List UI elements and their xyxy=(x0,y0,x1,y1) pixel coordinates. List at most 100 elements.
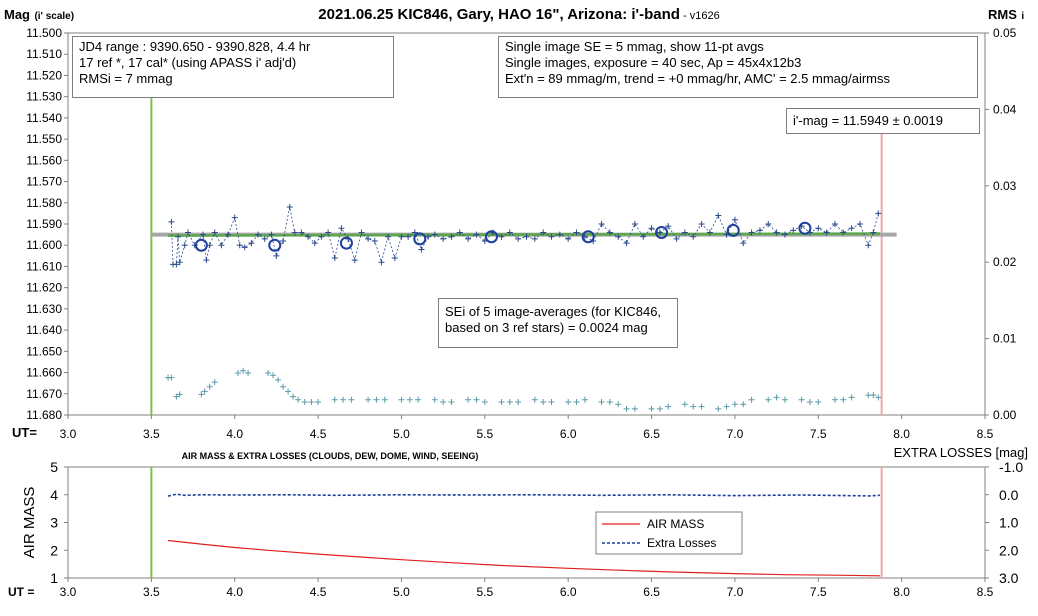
x-tick-label: 7.5 xyxy=(810,427,827,441)
bottom-chart-title: AIR MASS & EXTRA LOSSES (CLOUDS, DEW, DO… xyxy=(182,451,479,461)
rms-point xyxy=(581,396,588,403)
y-tick-label: 11.590 xyxy=(26,217,62,231)
y2-tick-label: 0.00 xyxy=(993,408,1017,422)
single-image-point xyxy=(225,231,232,238)
single-image-point xyxy=(698,221,705,227)
rms-point xyxy=(740,401,747,408)
single-image-point xyxy=(378,259,385,266)
single-image-point xyxy=(268,231,275,238)
bottom-panel: AIR MASS & EXTRA LOSSES (CLOUDS, DEW, DO… xyxy=(8,445,1028,599)
rms-point xyxy=(498,399,505,406)
rms-point xyxy=(815,399,822,406)
rms-point xyxy=(631,405,638,412)
rms-point xyxy=(648,405,655,412)
average-point xyxy=(484,230,498,244)
single-image-point xyxy=(351,257,358,264)
single-image-point xyxy=(498,233,505,240)
rms-point xyxy=(348,396,355,403)
rms-point xyxy=(840,396,847,403)
rms-point xyxy=(373,396,380,403)
rms-point xyxy=(615,401,622,408)
bottom-x-axis-label: UT = xyxy=(8,585,34,599)
bottom-y-axis-label: AIR MASS xyxy=(21,487,38,559)
rms-point xyxy=(168,374,175,381)
single-image-point xyxy=(398,233,405,240)
bottom-y-tick-label: 4 xyxy=(50,487,58,503)
rms-point xyxy=(398,396,405,403)
single-image-point xyxy=(168,218,175,225)
single-image-point xyxy=(305,233,312,240)
rms-point xyxy=(440,399,447,406)
rms-point xyxy=(565,399,572,406)
single-image-point xyxy=(598,221,605,227)
single-image-point xyxy=(531,235,538,242)
rms-point xyxy=(806,399,813,406)
bottom-x-tick-label: 3.0 xyxy=(60,585,77,599)
rms-point xyxy=(731,401,738,408)
single-image-point xyxy=(870,229,877,236)
y-tick-label: 11.550 xyxy=(26,132,62,146)
single-image-point xyxy=(848,225,855,232)
rms-point xyxy=(598,399,605,406)
single-image-point xyxy=(211,229,218,236)
single-image-point xyxy=(640,233,647,240)
rms-point xyxy=(270,372,277,379)
single-image-point xyxy=(298,229,305,236)
single-image-point xyxy=(241,244,248,251)
rms-point xyxy=(848,394,855,401)
single-image-point xyxy=(515,235,522,242)
rms-point xyxy=(331,396,338,403)
rms-point xyxy=(340,396,347,403)
y2-tick-label: 0.05 xyxy=(993,26,1017,40)
single-image-point xyxy=(615,233,622,240)
average-point xyxy=(194,238,208,252)
single-image-point xyxy=(391,254,398,261)
bottom-y2-tick-label: 1.0 xyxy=(999,515,1019,531)
single-image-point xyxy=(706,229,713,236)
single-image-point xyxy=(318,233,325,240)
single-image-point xyxy=(185,229,192,236)
single-image-point xyxy=(248,240,255,247)
rms-point xyxy=(295,396,302,403)
single-image-point xyxy=(823,229,830,236)
info-left-line: RMSi = 7 mmag xyxy=(79,71,173,86)
rms-point xyxy=(623,405,630,412)
rms-point xyxy=(773,394,780,401)
single-image-point xyxy=(815,225,822,232)
single-image-point xyxy=(765,221,772,227)
singles-series-line xyxy=(171,206,879,265)
single-image-point xyxy=(865,242,872,249)
single-image-point xyxy=(856,221,863,227)
single-image-point xyxy=(176,259,183,266)
single-image-point xyxy=(656,229,663,236)
y-tick-label: 11.500 xyxy=(26,26,62,40)
y-tick-label: 11.640 xyxy=(26,323,62,337)
rms-point xyxy=(870,392,877,399)
single-image-point xyxy=(631,221,638,227)
single-image-point xyxy=(715,212,722,219)
bottom-x-tick-label: 4.5 xyxy=(310,585,327,599)
extra-losses-series-line xyxy=(167,493,881,497)
single-image-point xyxy=(506,229,513,236)
y-tick-label: 11.610 xyxy=(26,259,62,273)
rms-point xyxy=(875,394,882,401)
single-image-point xyxy=(831,221,838,227)
bottom-y2-tick-label: 2.0 xyxy=(999,542,1019,558)
bottom-legend: AIR MASS Extra Losses xyxy=(595,511,743,555)
rms-point xyxy=(285,388,292,395)
y-tick-label: 11.580 xyxy=(26,196,62,210)
single-image-point xyxy=(173,261,180,268)
single-image-point xyxy=(548,233,555,240)
bottom-x-tick-label: 8.0 xyxy=(893,585,910,599)
bottom-y2-tick-label: 0.0 xyxy=(999,487,1019,503)
single-image-point xyxy=(431,231,438,238)
single-image-point xyxy=(648,225,655,232)
y-tick-label: 11.540 xyxy=(26,111,62,125)
bottom-y2-axis-label: EXTRA LOSSES [mag] xyxy=(894,445,1028,460)
average-point xyxy=(413,232,427,246)
bottom-x-tick-label: 6.5 xyxy=(643,585,660,599)
single-image-point xyxy=(673,235,680,242)
rms-point xyxy=(365,396,372,403)
y-tick-label: 11.560 xyxy=(26,153,62,167)
